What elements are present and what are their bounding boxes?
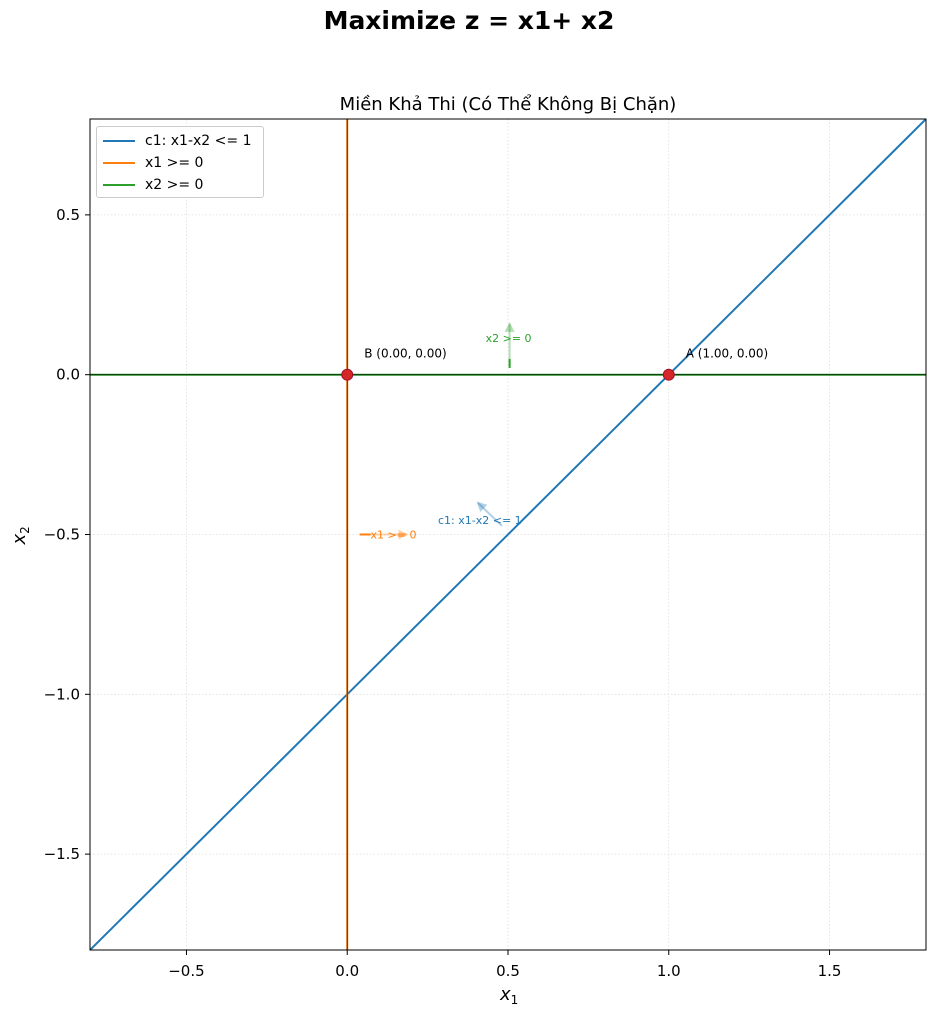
y-axis-label: x2	[9, 526, 32, 545]
y-tick-label: −1.0	[44, 685, 80, 703]
x-tick-label: 0.5	[496, 962, 520, 980]
chart-legend: c1: x1-x2 <= 1 x1 >= 0 x2 >= 0	[96, 126, 264, 198]
legend-swatch-x2	[103, 184, 135, 186]
legend-label-c1: c1: x1-x2 <= 1	[145, 133, 252, 149]
legend-item-c1: c1: x1-x2 <= 1	[97, 130, 251, 152]
vertex-label-0: B (0.00, 0.00)	[364, 347, 446, 361]
y-tick-label: −0.5	[44, 526, 80, 544]
legend-swatch-x1	[103, 162, 135, 164]
y-tick-label: −1.5	[44, 845, 80, 863]
figure-suptitle: Maximize z = x1+ x2	[323, 6, 615, 35]
legend-item-x1: x1 >= 0	[97, 152, 203, 174]
c1-annotation-label: c1: x1-x2 <= 1	[438, 514, 522, 527]
x1-annotation-label: x1 >= 0	[371, 529, 417, 542]
legend-label-x1: x1 >= 0	[145, 155, 204, 171]
y-tick-label: 0.0	[56, 366, 80, 384]
x-tick-label: −0.5	[168, 962, 204, 980]
x-tick-label: 1.5	[818, 962, 842, 980]
series-line-0	[90, 119, 926, 950]
legend-item-x2: x2 >= 0	[97, 174, 203, 196]
vertex-point-0	[341, 368, 354, 381]
vertex-label-1: A (1.00, 0.00)	[686, 347, 768, 361]
legend-label-x2: x2 >= 0	[145, 177, 204, 193]
plot-area	[90, 119, 926, 950]
c1-direction-arrow	[476, 501, 503, 527]
x2-annotation-label: x2 >= 0	[486, 332, 532, 345]
legend-swatch-c1	[103, 140, 135, 142]
chart-title: Miền Khả Thi (Có Thể Không Bị Chặn)	[340, 94, 677, 115]
vertex-point-1	[662, 368, 675, 381]
x-tick-label: 1.0	[657, 962, 681, 980]
x-tick-label: 0.0	[335, 962, 359, 980]
x-axis-label: x1	[499, 984, 518, 1007]
y-tick-label: 0.5	[56, 206, 80, 224]
